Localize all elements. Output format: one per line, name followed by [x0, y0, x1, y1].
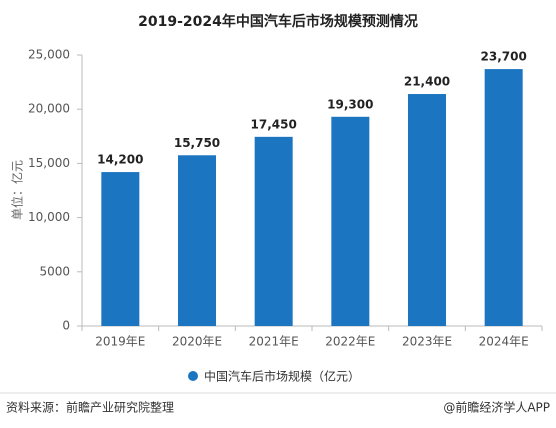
- bar: [408, 94, 446, 326]
- value-label: 19,300: [327, 97, 373, 111]
- credit: @前瞻经济学人APP: [443, 400, 550, 415]
- bar: [331, 116, 370, 327]
- legend-marker: [188, 371, 198, 381]
- x-tick-label: 2023年E: [402, 335, 452, 349]
- y-axis-label: 单位：亿元: [10, 160, 25, 220]
- y-tick-label: 0: [62, 319, 70, 333]
- value-label: 14,200: [97, 153, 143, 167]
- x-tick-label: 2020年E: [172, 335, 222, 349]
- chart-title: 2019-2024年中国汽车后市场规模预测情况: [138, 13, 418, 30]
- y-tick-label: 10,000: [28, 210, 70, 224]
- bar: [101, 172, 140, 326]
- value-label: 21,400: [404, 75, 450, 89]
- x-tick-label: 2019年E: [95, 335, 145, 349]
- y-tick-label: 15,000: [28, 156, 70, 170]
- source-note: 资料来源：前瞻产业研究院整理: [6, 400, 174, 415]
- bar: [254, 136, 293, 326]
- y-tick-label: 25,000: [28, 48, 70, 62]
- value-label: 15,750: [174, 136, 220, 150]
- y-tick-label: 20,000: [28, 102, 70, 116]
- x-tick-label: 2022年E: [325, 335, 375, 349]
- value-label: 23,700: [481, 50, 527, 64]
- x-tick-label: 2021年E: [249, 335, 299, 349]
- x-tick-label: 2024年E: [479, 335, 529, 349]
- bar: [178, 155, 216, 326]
- y-tick-label: 5000: [39, 264, 70, 278]
- bar: [484, 69, 523, 326]
- value-label: 17,450: [251, 117, 297, 131]
- legend-label: 中国汽车后市场规模（亿元）: [204, 369, 360, 384]
